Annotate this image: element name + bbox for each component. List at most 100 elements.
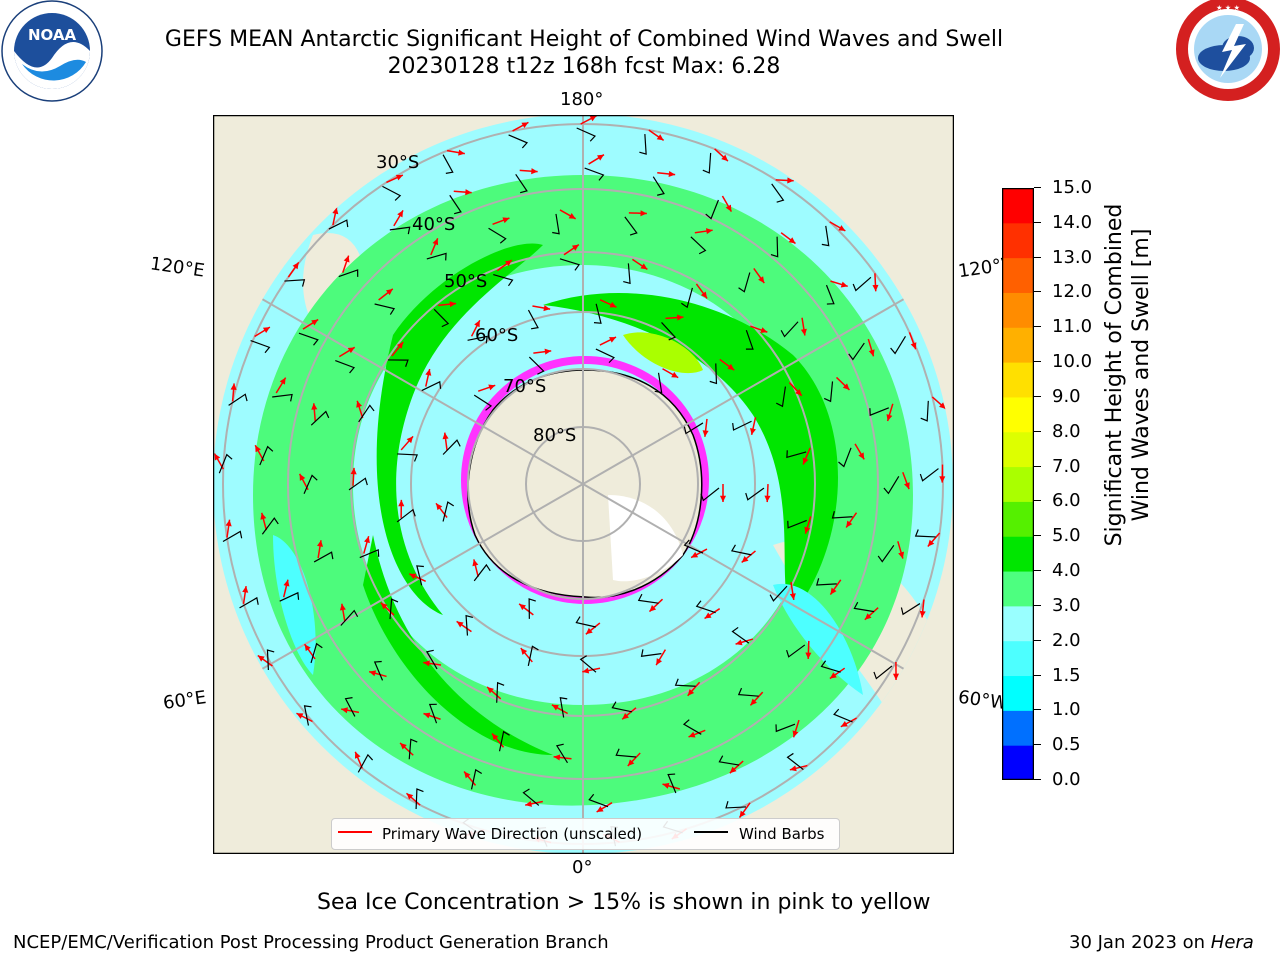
colorbar-tick-mark: [1034, 361, 1041, 363]
wind-barb: [775, 723, 796, 733]
wind-barb: [433, 308, 450, 328]
wave-direction-arrowhead: [676, 314, 684, 321]
wind-barb: [442, 501, 455, 522]
colorbar-tick-mark: [1034, 395, 1041, 397]
wave-direction-arrowhead: [719, 495, 727, 502]
nws-logo: ★ ★ ★: [1176, 0, 1280, 104]
lon-label-180: 180°: [560, 89, 604, 110]
colorbar-bin: [1002, 675, 1034, 711]
legend-wave-direction: Primary Wave Direction (unscaled): [382, 825, 643, 843]
wave-direction-arrowhead: [840, 281, 848, 288]
wind-barb: [920, 400, 929, 422]
wind-barb: [639, 134, 647, 155]
wave-direction-arrowhead: [795, 389, 802, 396]
colorbar-tick-label: 10.0: [1052, 351, 1093, 373]
wind-barb: [397, 453, 419, 462]
wave-band-4m-west: [363, 535, 553, 755]
wind-barb: [769, 585, 788, 602]
wave-direction-arrowhead: [868, 349, 875, 357]
wind-barb: [883, 475, 900, 495]
wind-barb: [261, 517, 279, 535]
wave-direction-arrowhead: [525, 800, 532, 807]
wind-barb: [559, 697, 568, 718]
wind-barb: [284, 279, 306, 287]
wave-direction-arrowhead: [596, 806, 604, 813]
wind-barb: [310, 410, 330, 426]
wind-barb: [449, 194, 462, 215]
wave-direction-arrowhead: [609, 337, 617, 343]
wind-barb: [730, 544, 752, 556]
wind-barb: [873, 665, 893, 680]
wind-barb: [552, 213, 560, 235]
wind-barb: [700, 487, 720, 502]
footer-date-text: 30 Jan 2023 on: [1069, 932, 1211, 953]
wave-direction-arrowhead: [519, 603, 526, 611]
colorbar-tick-label: 8.0: [1052, 420, 1081, 442]
wave-direction-arrowhead: [903, 482, 910, 490]
wind-barb: [359, 548, 380, 559]
wind-barb: [667, 773, 677, 794]
wind-barb: [579, 655, 597, 673]
wind-barb: [421, 380, 442, 392]
wind-barb: [914, 529, 936, 538]
wave-direction-arrowhead: [568, 213, 576, 219]
wind-barb: [470, 768, 483, 790]
colorbar-bin: [1002, 501, 1034, 537]
wind-barb: [652, 176, 665, 196]
wind-barb: [786, 644, 806, 658]
wave-direction-arrowhead: [397, 210, 404, 218]
wave-direction-arrowhead: [805, 652, 812, 659]
sea-ice-ring: [461, 356, 709, 604]
wind-barb: [528, 598, 536, 619]
colorbar-bin: [1002, 571, 1034, 607]
wave-direction-arrowhead: [465, 189, 472, 196]
wave-direction-arrowhead: [292, 262, 299, 270]
wave-direction-arrowhead: [502, 217, 510, 224]
wind-barb: [611, 701, 633, 713]
wind-barb: [250, 339, 271, 354]
map-legend: Primary Wave Direction (unscaled) Wind B…: [331, 818, 840, 850]
wind-barb: [821, 225, 830, 247]
wind-barb: [718, 755, 740, 766]
wind-barb: [637, 593, 659, 604]
colorbar-bin: [1002, 362, 1034, 398]
wave-direction-arrowhead: [339, 603, 346, 611]
chart-subtitle: 20230128 t12z 168h fcst Max: 6.28: [387, 54, 781, 79]
wind-barb: [890, 336, 907, 355]
wave-direction-arrowhead: [299, 473, 306, 481]
lon-label-120e: 120°E: [148, 253, 206, 282]
wind-barb: [559, 258, 581, 271]
wave-direction-arrowhead: [627, 759, 635, 767]
wind-barb: [588, 793, 609, 808]
colorbar-bin: [1002, 292, 1034, 328]
wave-direction-arrowhead: [423, 712, 431, 719]
colorbar-tick-mark: [1034, 570, 1041, 572]
wind-barb: [623, 263, 631, 285]
wave-direction-arrowhead: [640, 263, 648, 270]
wave-direction-arrowhead: [760, 327, 768, 333]
wind-barb: [683, 422, 704, 435]
wave-direction-arrowhead: [622, 712, 629, 720]
colorbar-bin: [1002, 222, 1034, 259]
wind-barb: [527, 645, 539, 667]
wave-direction-arrowhead: [662, 782, 670, 789]
wave-direction-arrowhead: [472, 559, 479, 567]
wind-barb: [575, 616, 597, 628]
wind-barb: [732, 420, 752, 431]
wave-direction-arrowhead: [356, 400, 363, 408]
colorbar-bin: [1002, 257, 1034, 293]
wind-barb: [593, 303, 602, 324]
wave-direction-arrowhead: [800, 328, 807, 336]
wind-barb: [496, 681, 505, 703]
colorbar-bin: [1002, 466, 1034, 502]
wind-barb: [725, 801, 747, 809]
lat-label-50s: 50°S: [444, 271, 487, 292]
wind-barb: [522, 788, 540, 806]
wave-direction-arrowhead: [741, 556, 749, 563]
wind-barb: [661, 322, 677, 341]
wind-barb: [272, 393, 293, 402]
wave-direction-arrowhead: [919, 610, 926, 618]
wave-direction-arrowhead: [735, 639, 743, 646]
wind-barb: [389, 226, 411, 235]
lon-label-60e: 60°E: [161, 687, 208, 714]
